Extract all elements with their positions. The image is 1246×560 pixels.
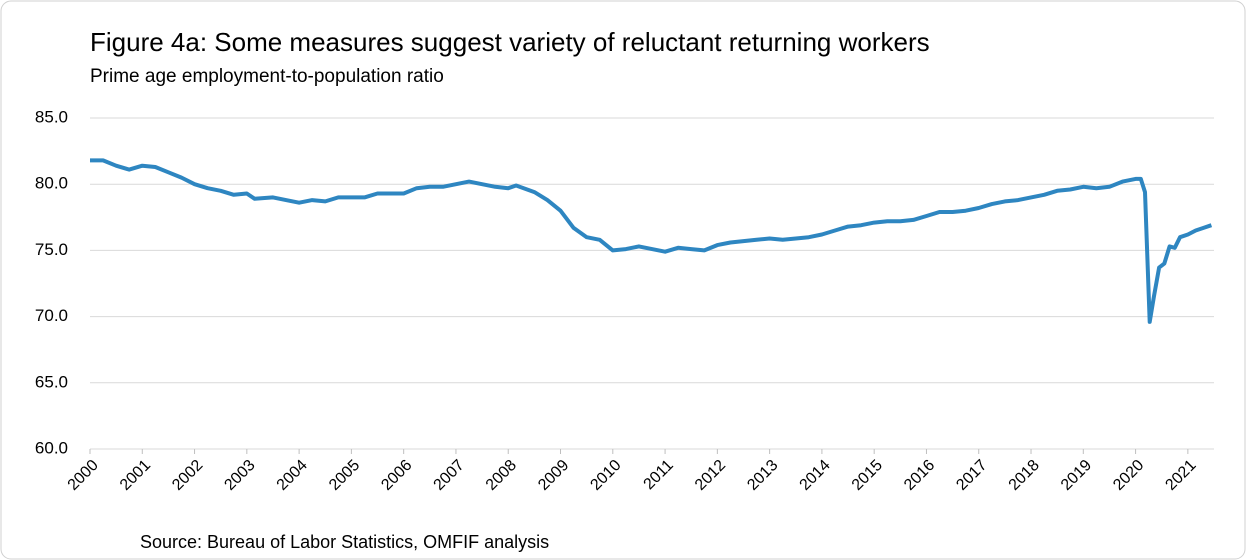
y-tick-label: 75.0 bbox=[35, 240, 68, 259]
chart-title: Figure 4a: Some measures suggest variety… bbox=[90, 27, 930, 57]
y-tick-label: 85.0 bbox=[35, 107, 68, 126]
y-tick-label: 65.0 bbox=[35, 372, 68, 391]
y-tick-label: 60.0 bbox=[35, 438, 68, 457]
y-tick-label: 70.0 bbox=[35, 306, 68, 325]
y-tick-label: 80.0 bbox=[35, 174, 68, 193]
chart-subtitle: Prime age employment-to-population ratio bbox=[90, 66, 444, 87]
source-note: Source: Bureau of Labor Statistics, OMFI… bbox=[140, 532, 549, 552]
data-line bbox=[90, 158, 1213, 324]
